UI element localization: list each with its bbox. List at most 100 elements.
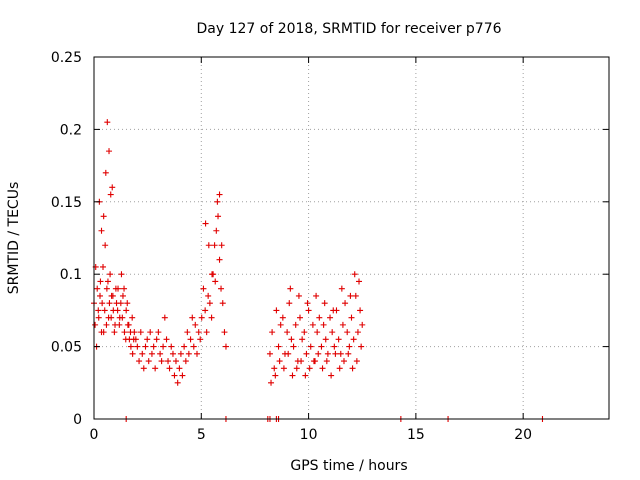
data-point xyxy=(158,358,165,365)
x-tick-label: 10 xyxy=(300,427,318,443)
axis-ticks: 0 5 10 15 20 0 0.05 0.1 0.15 0.2 0.25 xyxy=(51,50,609,443)
data-point xyxy=(98,227,105,234)
data-point xyxy=(95,307,102,314)
data-point xyxy=(136,358,143,365)
data-point xyxy=(288,336,295,343)
data-point xyxy=(111,329,118,336)
data-point xyxy=(189,314,196,321)
data-point xyxy=(116,321,123,328)
data-point xyxy=(332,350,339,357)
data-point xyxy=(307,343,314,350)
data-point xyxy=(299,336,306,343)
data-point xyxy=(221,329,228,336)
data-point xyxy=(268,379,275,386)
data-point xyxy=(358,343,365,350)
data-point xyxy=(344,329,351,336)
data-points xyxy=(91,119,546,422)
data-point xyxy=(309,321,316,328)
data-point xyxy=(331,343,338,350)
data-point xyxy=(213,227,220,234)
data-point xyxy=(335,336,342,343)
data-point xyxy=(330,307,337,314)
data-point xyxy=(153,336,160,343)
data-point xyxy=(319,365,326,372)
data-point xyxy=(350,336,357,343)
data-point xyxy=(137,329,144,336)
data-point xyxy=(104,278,111,285)
data-point xyxy=(298,358,305,365)
data-point xyxy=(168,343,175,350)
data-point xyxy=(315,350,322,357)
data-point xyxy=(348,314,355,321)
data-point xyxy=(106,300,113,307)
data-point xyxy=(97,278,104,285)
x-tick-label: 0 xyxy=(90,427,99,443)
data-point xyxy=(190,343,197,350)
plot-frame xyxy=(93,56,610,420)
data-point xyxy=(121,329,128,336)
data-point xyxy=(125,321,132,328)
data-point xyxy=(305,307,312,314)
data-point xyxy=(161,314,168,321)
data-point xyxy=(320,321,327,328)
data-point xyxy=(203,329,210,336)
y-tick-label: 0 xyxy=(73,412,82,428)
data-point xyxy=(103,285,110,292)
data-point xyxy=(345,350,352,357)
data-point xyxy=(323,358,330,365)
data-point xyxy=(99,300,106,307)
data-point xyxy=(171,372,178,379)
grid-lines xyxy=(94,57,609,419)
data-point xyxy=(124,300,131,307)
data-point xyxy=(172,358,179,365)
data-point xyxy=(169,350,176,357)
data-point xyxy=(108,314,115,321)
data-point xyxy=(176,365,183,372)
data-point xyxy=(279,314,286,321)
data-point xyxy=(112,285,119,292)
chart-title: Day 127 of 2018, SRMTID for receiver p77… xyxy=(196,21,501,37)
data-point xyxy=(314,329,321,336)
data-point xyxy=(340,358,347,365)
data-point xyxy=(142,343,149,350)
data-point xyxy=(302,372,309,379)
data-point xyxy=(269,329,276,336)
data-point xyxy=(121,285,128,292)
data-point xyxy=(318,343,325,350)
data-point xyxy=(107,191,114,198)
data-point xyxy=(327,314,334,321)
data-point xyxy=(304,300,311,307)
data-point xyxy=(174,379,181,386)
data-point xyxy=(200,285,207,292)
data-point xyxy=(147,329,154,336)
data-point xyxy=(272,372,279,379)
data-point xyxy=(100,213,107,220)
data-point xyxy=(303,350,310,357)
data-point xyxy=(297,314,303,321)
data-point xyxy=(127,343,134,350)
data-point xyxy=(145,358,152,365)
data-point xyxy=(277,321,284,328)
data-point xyxy=(293,365,300,372)
data-point xyxy=(127,329,134,336)
x-tick-label: 15 xyxy=(407,427,425,443)
data-point xyxy=(306,365,313,372)
data-point xyxy=(129,350,136,357)
data-point xyxy=(185,350,192,357)
data-point xyxy=(152,365,159,372)
data-point xyxy=(104,119,111,126)
data-point xyxy=(276,358,283,365)
data-point xyxy=(222,343,229,350)
data-point xyxy=(219,300,226,307)
data-point xyxy=(354,329,361,336)
data-point xyxy=(353,358,360,365)
data-point xyxy=(150,343,157,350)
data-point xyxy=(339,321,346,328)
data-point xyxy=(122,336,129,343)
x-tick-label: 20 xyxy=(514,427,532,443)
x-tick-label: 5 xyxy=(197,427,206,443)
data-point xyxy=(119,292,126,299)
data-point xyxy=(102,242,109,249)
data-point xyxy=(166,365,173,372)
